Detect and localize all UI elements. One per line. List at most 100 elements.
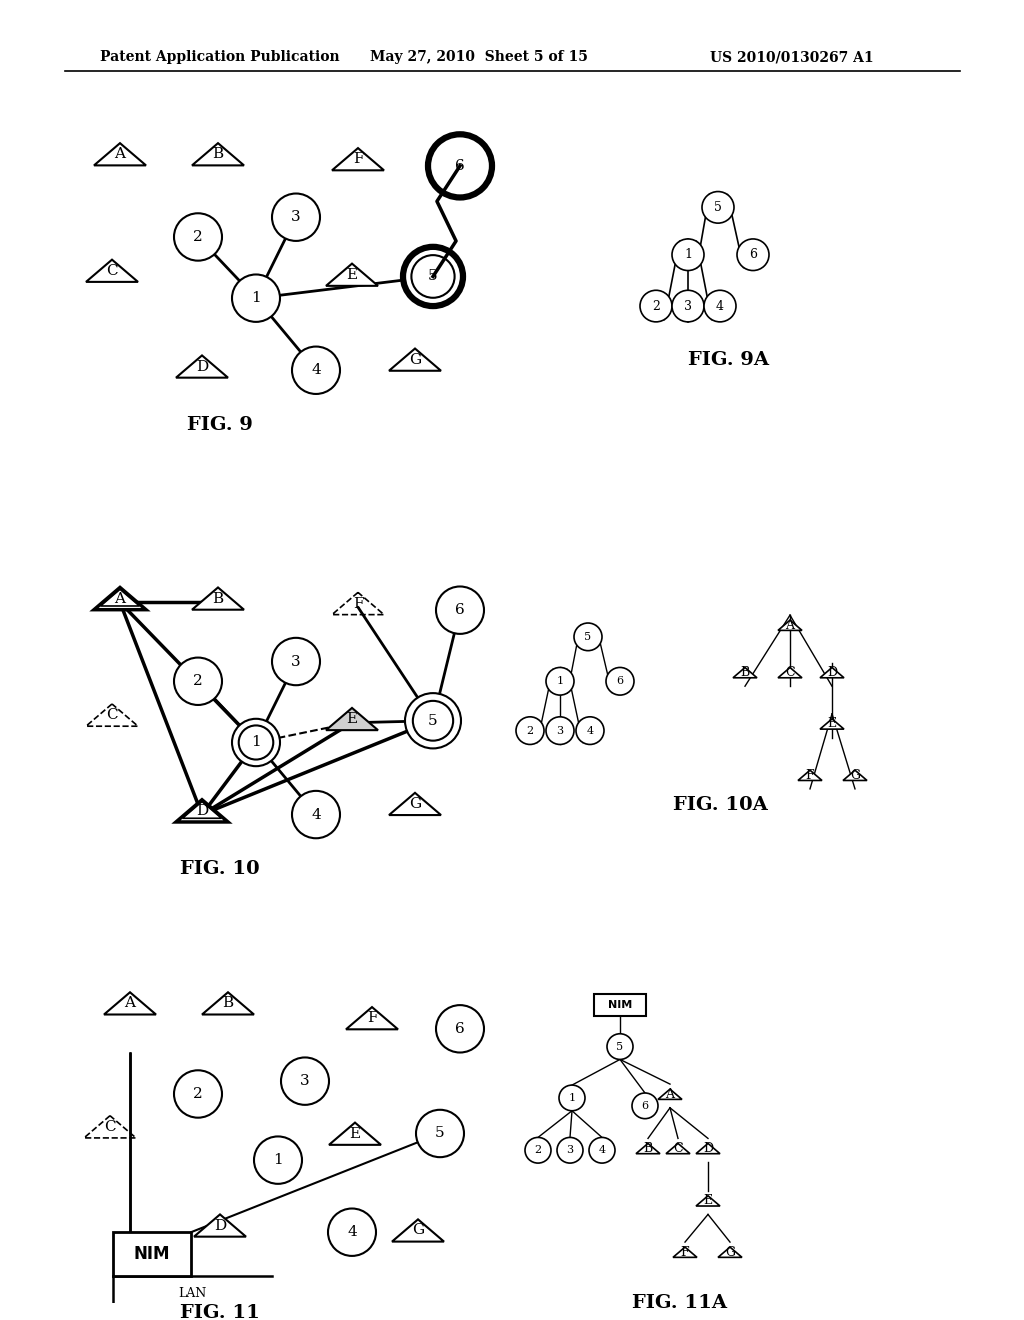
Text: 3: 3 bbox=[566, 1146, 573, 1155]
Polygon shape bbox=[86, 260, 138, 282]
Polygon shape bbox=[104, 993, 156, 1015]
Polygon shape bbox=[778, 668, 802, 677]
Bar bbox=[113, 1232, 191, 1275]
Polygon shape bbox=[798, 770, 822, 780]
Text: LAN: LAN bbox=[178, 1287, 206, 1300]
Circle shape bbox=[546, 668, 574, 696]
Text: FIG. 10: FIG. 10 bbox=[180, 859, 260, 878]
Text: 2: 2 bbox=[652, 300, 659, 313]
Text: 5: 5 bbox=[714, 201, 722, 214]
Text: May 27, 2010  Sheet 5 of 15: May 27, 2010 Sheet 5 of 15 bbox=[370, 50, 588, 65]
Text: 5: 5 bbox=[435, 1126, 444, 1140]
Text: 5: 5 bbox=[616, 1041, 624, 1052]
Text: D: D bbox=[702, 1142, 713, 1155]
Circle shape bbox=[292, 347, 340, 393]
Text: 1: 1 bbox=[684, 248, 692, 261]
Circle shape bbox=[403, 247, 463, 306]
Text: A: A bbox=[125, 997, 135, 1010]
Polygon shape bbox=[718, 1247, 742, 1258]
Text: G: G bbox=[412, 1224, 424, 1237]
Circle shape bbox=[525, 1138, 551, 1163]
Circle shape bbox=[546, 717, 574, 744]
Text: 4: 4 bbox=[716, 300, 724, 313]
Text: 2: 2 bbox=[526, 726, 534, 735]
Text: C: C bbox=[106, 708, 118, 722]
Text: 6: 6 bbox=[749, 248, 757, 261]
Circle shape bbox=[632, 1093, 658, 1118]
Text: G: G bbox=[409, 797, 421, 810]
Text: 1: 1 bbox=[568, 1093, 575, 1104]
Polygon shape bbox=[778, 620, 802, 631]
Circle shape bbox=[589, 1138, 615, 1163]
Text: A: A bbox=[115, 148, 126, 161]
Text: US 2010/0130267 A1: US 2010/0130267 A1 bbox=[710, 50, 873, 65]
Text: C: C bbox=[104, 1119, 116, 1134]
Circle shape bbox=[557, 1138, 583, 1163]
Text: 4: 4 bbox=[587, 726, 594, 735]
Circle shape bbox=[272, 194, 319, 242]
Circle shape bbox=[254, 1137, 302, 1184]
Text: 1: 1 bbox=[273, 1154, 283, 1167]
Text: C: C bbox=[785, 667, 795, 680]
Text: F: F bbox=[367, 1011, 377, 1026]
Polygon shape bbox=[332, 148, 384, 170]
Polygon shape bbox=[820, 668, 844, 677]
Circle shape bbox=[606, 668, 634, 696]
Polygon shape bbox=[673, 1247, 697, 1258]
Text: 6: 6 bbox=[616, 676, 624, 686]
Text: FIG. 10A: FIG. 10A bbox=[673, 796, 767, 813]
Text: 4: 4 bbox=[347, 1225, 357, 1239]
Text: E: E bbox=[703, 1195, 713, 1208]
Text: B: B bbox=[212, 591, 223, 606]
Polygon shape bbox=[820, 719, 844, 729]
Text: 6: 6 bbox=[455, 603, 465, 618]
Text: NIM: NIM bbox=[608, 1001, 632, 1010]
Circle shape bbox=[574, 623, 602, 651]
Circle shape bbox=[436, 1005, 484, 1052]
Text: F: F bbox=[681, 1246, 689, 1259]
Text: 5: 5 bbox=[428, 714, 438, 727]
Text: D: D bbox=[214, 1218, 226, 1233]
Circle shape bbox=[174, 657, 222, 705]
Polygon shape bbox=[329, 1122, 381, 1144]
Text: D: D bbox=[196, 804, 208, 818]
Circle shape bbox=[428, 135, 492, 198]
Text: 4: 4 bbox=[598, 1146, 605, 1155]
Circle shape bbox=[328, 1209, 376, 1255]
Text: G: G bbox=[725, 1246, 735, 1259]
Circle shape bbox=[281, 1057, 329, 1105]
Text: F: F bbox=[352, 152, 364, 166]
Text: E: E bbox=[349, 1127, 360, 1140]
Text: B: B bbox=[643, 1142, 652, 1155]
Polygon shape bbox=[843, 770, 867, 780]
Circle shape bbox=[232, 719, 280, 766]
Polygon shape bbox=[389, 793, 441, 814]
Text: 3: 3 bbox=[684, 300, 692, 313]
Text: 6: 6 bbox=[641, 1101, 648, 1111]
Polygon shape bbox=[176, 800, 228, 822]
Polygon shape bbox=[696, 1196, 720, 1206]
Circle shape bbox=[416, 1110, 464, 1158]
Text: 2: 2 bbox=[535, 1146, 542, 1155]
Text: F: F bbox=[806, 768, 814, 781]
Text: 2: 2 bbox=[194, 230, 203, 244]
Text: Patent Application Publication: Patent Application Publication bbox=[100, 50, 340, 65]
Circle shape bbox=[705, 290, 736, 322]
Polygon shape bbox=[346, 1007, 398, 1030]
Polygon shape bbox=[696, 1143, 720, 1154]
Text: C: C bbox=[106, 264, 118, 277]
Text: NIM: NIM bbox=[134, 1245, 170, 1263]
Circle shape bbox=[516, 717, 544, 744]
Text: 5: 5 bbox=[585, 632, 592, 642]
Polygon shape bbox=[326, 264, 378, 286]
Text: 5: 5 bbox=[428, 269, 438, 284]
Text: 3: 3 bbox=[291, 655, 301, 668]
Circle shape bbox=[559, 1085, 585, 1110]
Text: G: G bbox=[409, 352, 421, 367]
Polygon shape bbox=[326, 708, 378, 730]
Text: B: B bbox=[212, 148, 223, 161]
Text: 2: 2 bbox=[194, 1086, 203, 1101]
Circle shape bbox=[292, 791, 340, 838]
Polygon shape bbox=[392, 1220, 444, 1242]
Circle shape bbox=[272, 638, 319, 685]
